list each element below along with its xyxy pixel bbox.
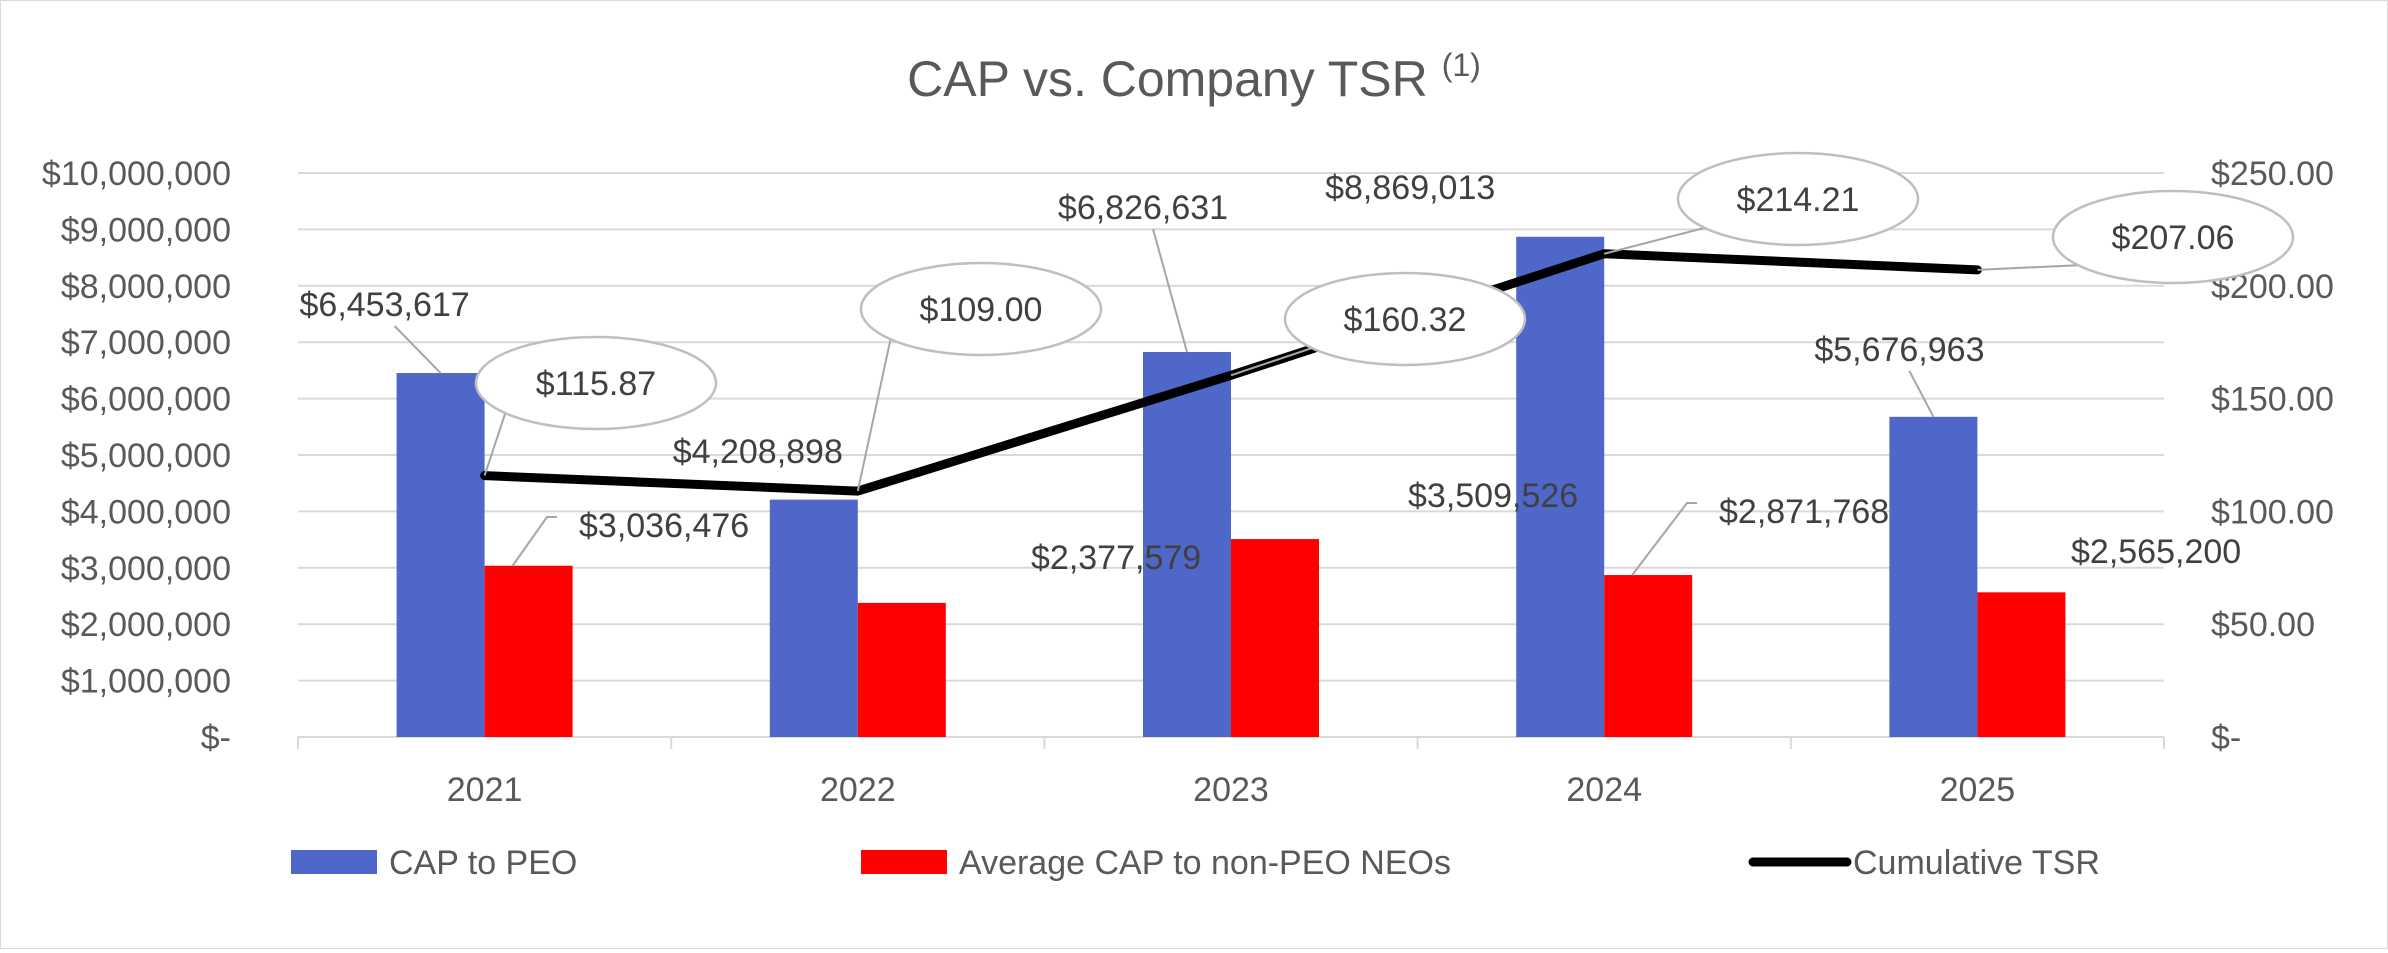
legend-label-cumulative-tsr: Cumulative TSR [1853,844,2100,882]
data-label-cap-to-peo: $6,826,631 [1058,189,1228,227]
callout-leader-line [1604,227,1708,254]
leader-line [1909,371,1933,417]
y-left-tick-label: $10,000,000 [42,155,231,193]
data-label-cap-to-peo: $8,869,013 [1325,169,1495,207]
bar-average-cap-non-peo [485,566,573,737]
bar-average-cap-non-peo [1231,539,1319,737]
leader-line [513,517,557,566]
y-left-tick-label: $3,000,000 [61,550,231,588]
x-tick-label: 2023 [1193,771,1269,809]
y-right-tick-label: $50.00 [2211,606,2315,644]
data-label-cumulative-tsr: $109.00 [920,291,1043,329]
data-label-cap-to-peo: $4,208,898 [673,433,843,471]
y-left-tick-label: $2,000,000 [61,606,231,644]
bar-average-cap-non-peo [1604,575,1692,737]
data-label-average-cap-non-peo: $3,036,476 [579,507,749,545]
data-label-cumulative-tsr: $207.06 [2112,219,2235,257]
data-label-average-cap-non-peo: $2,565,200 [2071,533,2241,571]
y-left-tick-label: $6,000,000 [61,381,231,419]
data-label-average-cap-non-peo: $2,377,579 [1031,539,1201,577]
chart-title: CAP vs. Company TSR (1) [907,47,1481,107]
callout-leader-line [1231,347,1315,375]
data-label-cumulative-tsr: $160.32 [1344,301,1467,339]
bar-cap-to-peo [1889,417,1977,737]
y-left-tick-label: $5,000,000 [61,437,231,475]
x-tick-label: 2025 [1940,771,2016,809]
leader-line [1153,229,1187,352]
data-label-cumulative-tsr: $115.87 [536,365,656,403]
y-left-tick-label: $- [201,719,231,757]
callout-leader-line [858,337,891,491]
leader-line [395,326,441,373]
legend-label-cap-to-peo: CAP to PEO [389,844,577,882]
callout-leader-line [1977,265,2083,270]
data-label-average-cap-non-peo: $3,509,526 [1408,477,1578,515]
legend-swatch-cap-to-peo [291,850,377,874]
data-label-cap-to-peo: $5,676,963 [1814,331,1984,369]
legend-swatch-average-cap-non-peo [861,850,947,874]
data-label-cumulative-tsr: $214.21 [1737,181,1860,219]
bar-average-cap-non-peo [858,603,946,737]
y-left-tick-label: $1,000,000 [61,663,231,701]
bar-cap-to-peo [397,373,485,737]
data-label-average-cap-non-peo: $2,871,768 [1719,493,1889,531]
x-tick-label: 2024 [1566,771,1642,809]
chart-title-superscript: (1) [1442,47,1481,83]
leader-line [1632,503,1697,575]
data-label-cap-to-peo: $6,453,617 [300,286,470,324]
y-left-tick-label: $8,000,000 [61,268,231,306]
y-right-tick-label: $100.00 [2211,493,2334,531]
y-left-tick-label: $7,000,000 [61,324,231,362]
y-right-tick-label: $- [2211,719,2241,757]
x-tick-label: 2021 [447,771,523,809]
chart-title-text: CAP vs. Company TSR [907,51,1428,107]
y-right-tick-label: $150.00 [2211,381,2334,419]
x-tick-label: 2022 [820,771,896,809]
callout-leader-line [485,411,506,476]
bar-average-cap-non-peo [1977,592,2065,737]
bar-cap-to-peo [770,500,858,737]
y-left-tick-label: $9,000,000 [61,211,231,249]
y-right-tick-label: $250.00 [2211,155,2334,193]
legend-label-average-cap-non-peo: Average CAP to non-PEO NEOs [959,844,1451,882]
y-left-tick-label: $4,000,000 [61,493,231,531]
